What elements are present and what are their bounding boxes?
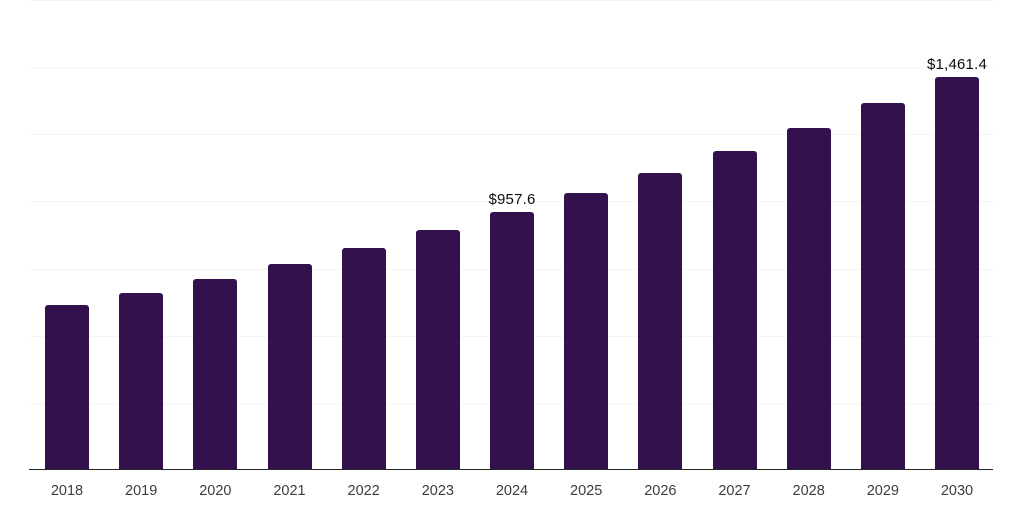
bar-2022 (341, 247, 386, 469)
bar-2024 (490, 211, 534, 469)
x-tick-2026: 2026 (644, 483, 677, 499)
x-tick-2029: 2029 (866, 483, 899, 499)
x-tick-2021: 2021 (273, 483, 306, 499)
bar-2030 (935, 76, 979, 469)
gridline-1250 (29, 134, 993, 135)
bar-2019 (119, 293, 164, 469)
bar-2020 (193, 278, 238, 469)
x-tick-2019: 2019 (125, 483, 158, 499)
data-label-2024: $957.6 (488, 190, 536, 208)
bar-2021 (267, 264, 312, 469)
bar-2023 (415, 230, 460, 469)
data-label-2030: $1,461.4 (927, 55, 987, 73)
x-tick-2018: 2018 (50, 483, 84, 499)
gridline-1000 (29, 201, 993, 202)
x-tick-2023: 2023 (421, 483, 454, 499)
x-tick-2024: 2024 (495, 483, 529, 499)
x-tick-2028: 2028 (792, 483, 825, 499)
plot-area: $957.6 $1,461.4 (29, 0, 993, 470)
bar-2026 (638, 172, 683, 469)
bar-2025 (564, 193, 609, 469)
bar-2018 (45, 305, 89, 469)
x-tick-2020: 2020 (199, 483, 232, 499)
gridline-1500 (29, 67, 993, 68)
bar-2028 (786, 128, 831, 469)
x-tick-2030: 2030 (940, 483, 974, 499)
gridline-1750 (29, 0, 993, 1)
x-tick-2025: 2025 (570, 483, 603, 499)
x-axis-line (29, 469, 993, 470)
x-tick-2027: 2027 (718, 483, 751, 499)
x-tick-2022: 2022 (347, 483, 380, 499)
x-axis-labels: 2018 2019 2020 2021 2022 2023 2024 2025 2026 2027… (29, 481, 993, 503)
bar-2029 (860, 103, 905, 469)
bar-2027 (712, 151, 757, 469)
